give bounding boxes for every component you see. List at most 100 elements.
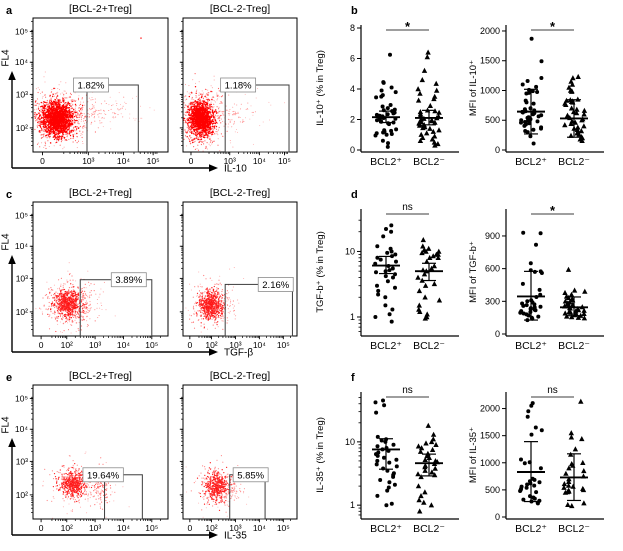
gate-label: 1.18% bbox=[225, 81, 252, 92]
svg-text:1000: 1000 bbox=[480, 458, 500, 468]
panel-c-chart: c [BCL-2+Treg] 3.89% 0 10² 10³ 10⁴ 10⁵ 10² 10³ 10⁴… bbox=[1, 187, 298, 359]
svg-text:600: 600 bbox=[485, 264, 500, 274]
svg-text:10⁴: 10⁴ bbox=[117, 340, 130, 350]
svg-text:10²: 10² bbox=[16, 123, 28, 133]
category-label: BCL2⁻ bbox=[558, 340, 590, 352]
category-label: BCL2⁺ bbox=[515, 340, 547, 352]
data-points bbox=[415, 422, 440, 514]
plot-title: [BCL-2-Treg] bbox=[210, 3, 270, 15]
panel-f-chart: f 1 10 IL-35⁺ (% in Treg) BCL2⁺ BCL2⁻ ns 0 500 10… bbox=[315, 372, 604, 535]
x-arrow-icon bbox=[209, 348, 218, 356]
mean-error-bars bbox=[560, 99, 588, 138]
category-label: BCL2⁻ bbox=[413, 340, 445, 352]
svg-text:10⁴: 10⁴ bbox=[117, 156, 130, 166]
svg-text:10⁵: 10⁵ bbox=[15, 210, 28, 220]
category-label: BCL2⁺ bbox=[370, 156, 402, 168]
svg-text:10²: 10² bbox=[16, 490, 28, 500]
flow-plot: [BCL-2+Treg] 1.82% 0 10³ 10⁴ 10⁵ 10² 10³ 10⁴ 10⁵ bbox=[15, 3, 169, 166]
mean-error-bars bbox=[372, 438, 400, 470]
axis-arrows: FL4 TGF-β bbox=[1, 233, 254, 359]
svg-text:10⁵: 10⁵ bbox=[278, 156, 291, 166]
x-arrow-icon bbox=[209, 531, 218, 539]
svg-text:10³: 10³ bbox=[229, 340, 241, 350]
category-label: BCL2⁻ bbox=[558, 156, 590, 168]
dot-plot: 0 300 600 900 MFI of TGF-b⁺ BCL2⁺ BCL2⁻ * bbox=[468, 203, 604, 352]
x-axis: 0 10² 10³ 10⁴ 10⁵ bbox=[187, 519, 291, 533]
panel-label: b bbox=[351, 5, 358, 17]
panel-e: e [BCL-2+Treg] 19.64% 0 10² 10³ 10⁴ 10⁵ 10² 10³ 10… bbox=[0, 367, 311, 551]
svg-text:6: 6 bbox=[350, 54, 355, 64]
flow-plot: [BCL-2-Treg] 1.18% 0 10³ 10⁴ 10⁵ bbox=[179, 3, 298, 166]
y-axis bbox=[179, 387, 183, 513]
svg-text:10³: 10³ bbox=[16, 456, 28, 466]
mean-error-bars bbox=[517, 441, 545, 503]
gate-label-box bbox=[220, 77, 257, 93]
svg-text:0: 0 bbox=[189, 156, 194, 166]
x-axis-title: IL-10 bbox=[224, 164, 247, 175]
gate-label: 3.89% bbox=[115, 275, 142, 286]
gate bbox=[224, 283, 293, 337]
gate-label: 1.82% bbox=[78, 81, 105, 92]
svg-text:10³: 10³ bbox=[89, 340, 101, 350]
svg-text:10⁴: 10⁴ bbox=[15, 57, 28, 67]
panel-label: e bbox=[6, 372, 12, 384]
panel-a: a [BCL-2+Treg] 1.82% 0 10³ 10⁴ 10⁵ 10² 10³ 10⁴ 10⁵… bbox=[0, 0, 311, 184]
gate-label: 5.85% bbox=[237, 470, 264, 481]
dot-plot: 0 500 1000 1500 2000 MFI of IL-35⁺ BCL2⁺ BCL2⁻ n… bbox=[468, 385, 604, 535]
svg-text:0: 0 bbox=[495, 145, 500, 155]
svg-text:10⁵: 10⁵ bbox=[145, 340, 158, 350]
svg-text:10⁴: 10⁴ bbox=[15, 241, 28, 251]
gate-label-box bbox=[232, 467, 269, 483]
plot-title: [BCL-2+Treg] bbox=[69, 187, 132, 199]
svg-text:10⁴: 10⁴ bbox=[15, 424, 28, 434]
x-axis-title: TGF-β bbox=[224, 348, 253, 359]
significance-label: ns bbox=[547, 385, 558, 396]
y-axis-title: TGF-b⁺ (% in Treg) bbox=[315, 231, 326, 313]
svg-text:10: 10 bbox=[345, 246, 355, 256]
y-axis: 0 500 1000 1500 2000 bbox=[480, 26, 506, 155]
panel-f: f 1 10 IL-35⁺ (% in Treg) BCL2⁺ BCL2⁻ ns 0 500 10… bbox=[311, 367, 623, 551]
gate bbox=[224, 84, 290, 153]
svg-text:900: 900 bbox=[485, 231, 500, 241]
dot-plot: 1 10 IL-35⁺ (% in Treg) BCL2⁺ BCL2⁻ ns bbox=[315, 385, 459, 535]
scatter-points bbox=[185, 455, 250, 518]
gate bbox=[86, 84, 139, 153]
svg-text:10⁵: 10⁵ bbox=[147, 156, 160, 166]
plot-title: [BCL-2-Treg] bbox=[210, 370, 270, 382]
panel-label: d bbox=[351, 189, 358, 201]
flow-plot: [BCL-2-Treg] 5.85% 0 10² 10³ 10⁴ 10⁵ bbox=[179, 370, 298, 533]
panel-label: c bbox=[6, 189, 12, 201]
significance: ns bbox=[386, 385, 429, 398]
plot-title: [BCL-2+Treg] bbox=[69, 370, 132, 382]
category-label: BCL2⁺ bbox=[515, 156, 547, 168]
y-axis: 10² 10³ 10⁴ 10⁵ bbox=[15, 204, 33, 330]
gate-label-box bbox=[110, 272, 147, 288]
data-points bbox=[562, 73, 588, 143]
svg-text:500: 500 bbox=[485, 485, 500, 495]
svg-text:10²: 10² bbox=[205, 523, 217, 533]
svg-text:500: 500 bbox=[485, 115, 500, 125]
svg-text:10⁴: 10⁴ bbox=[253, 156, 266, 166]
scatter-points bbox=[185, 267, 245, 333]
dot-plot: 0 500 1000 1500 2000 MFI of IL-10⁺ BCL2⁺ BCL2⁻ * bbox=[468, 19, 604, 168]
data-points bbox=[373, 52, 399, 149]
significance: ns bbox=[531, 385, 574, 398]
y-axis bbox=[179, 20, 183, 146]
dot-plot: 0 2 4 6 8 IL-10⁺ (% in Treg) BCL2⁺ BCL2⁻ * bbox=[315, 19, 459, 168]
gate-label-box bbox=[82, 467, 124, 483]
category-label: BCL2⁺ bbox=[515, 523, 547, 535]
category-label: BCL2⁻ bbox=[413, 156, 445, 168]
category-label: BCL2⁻ bbox=[558, 523, 590, 535]
axis-arrows: FL4 IL-35 bbox=[1, 416, 248, 542]
category-label: BCL2⁺ bbox=[370, 523, 402, 535]
y-axis-title: FL4 bbox=[1, 233, 12, 251]
significance: ns bbox=[386, 202, 429, 215]
significance-label: * bbox=[550, 203, 556, 218]
y-axis-title: IL-10⁺ (% in Treg) bbox=[315, 50, 326, 126]
svg-text:10⁵: 10⁵ bbox=[15, 393, 28, 403]
y-axis: 1 10 bbox=[345, 219, 361, 332]
dot-plot: 1 10 TGF-b⁺ (% in Treg) BCL2⁺ BCL2⁻ ns bbox=[315, 202, 459, 352]
svg-text:0: 0 bbox=[39, 340, 44, 350]
panel-label: a bbox=[6, 5, 13, 17]
x-arrow-icon bbox=[209, 164, 218, 172]
